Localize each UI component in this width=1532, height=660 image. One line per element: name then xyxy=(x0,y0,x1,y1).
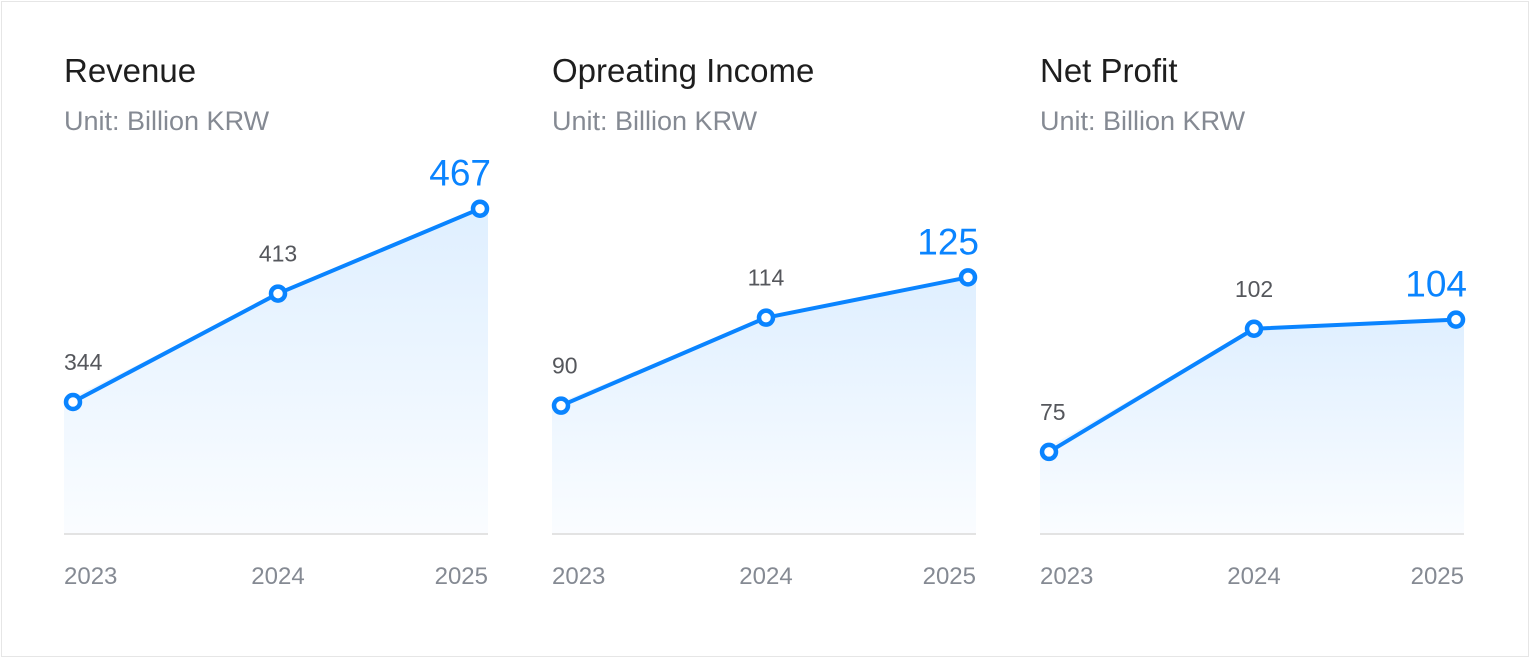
x-tick-label: 2025 xyxy=(435,563,488,590)
data-label: 413 xyxy=(259,241,297,267)
data-label: 104 xyxy=(1405,264,1467,305)
data-point xyxy=(958,268,978,287)
data-label: 125 xyxy=(917,221,979,262)
x-tick-label: 2025 xyxy=(923,563,976,590)
chart-subtitle: Unit: Billion KRW xyxy=(552,106,758,136)
data-point xyxy=(551,396,571,415)
chart-subtitle: Unit: Billion KRW xyxy=(64,106,270,136)
chart-title: Revenue xyxy=(64,52,197,89)
data-point xyxy=(63,392,83,412)
data-label: 90 xyxy=(552,353,578,379)
data-point xyxy=(268,284,288,303)
area-fill xyxy=(64,208,488,534)
x-tick-label: 2025 xyxy=(1411,563,1464,590)
chart-title: Net Profit xyxy=(1040,52,1178,89)
area-fill xyxy=(552,277,976,534)
x-tick-label: 2024 xyxy=(739,563,792,590)
area-fill xyxy=(1040,319,1464,534)
data-point xyxy=(1244,319,1264,339)
x-tick-label: 2023 xyxy=(1040,563,1093,590)
data-label: 467 xyxy=(429,153,491,194)
operating-income-chart: Opreating Income Unit: Billion KRW 90 202… xyxy=(551,0,992,660)
chart-plot: 75 2023 102 2024 104 2025 xyxy=(1039,264,1467,590)
revenue-chart: Revenue Unit: Billion KRW 344 2023 413 2024… xyxy=(63,0,504,660)
chart-plot: 90 2023 114 2024 125 2025 xyxy=(551,221,979,590)
x-tick-label: 2023 xyxy=(64,563,117,590)
x-tick-label: 2024 xyxy=(1227,563,1280,590)
data-point xyxy=(1446,310,1466,329)
data-label: 102 xyxy=(1235,276,1273,302)
x-tick-label: 2024 xyxy=(251,563,304,590)
chart-title: Opreating Income xyxy=(552,52,815,89)
data-point xyxy=(1039,442,1059,462)
chart-subtitle: Unit: Billion KRW xyxy=(1040,106,1246,136)
chart-plot: 344 2023 413 2024 467 2025 xyxy=(63,153,491,590)
net-profit-chart: Net Profit Unit: Billion KRW 75 2023 102 20… xyxy=(1039,0,1480,660)
data-label: 75 xyxy=(1040,399,1066,425)
data-label: 114 xyxy=(748,265,785,291)
data-label: 344 xyxy=(64,349,103,375)
x-tick-label: 2023 xyxy=(552,563,605,590)
data-point xyxy=(470,199,490,218)
data-point xyxy=(756,308,776,327)
